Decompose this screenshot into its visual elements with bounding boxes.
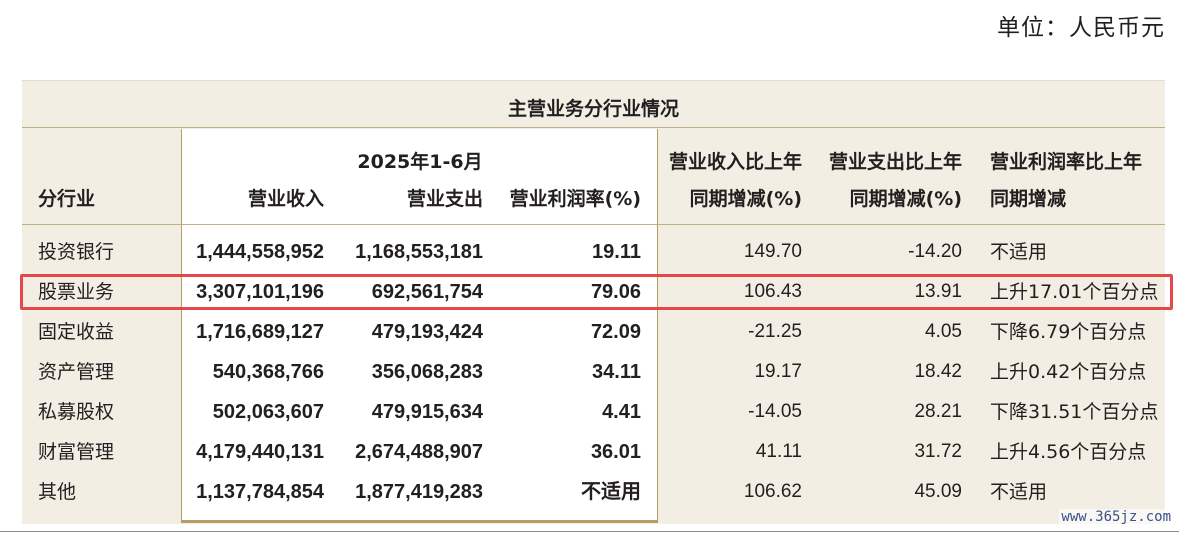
margin-change-cell: 不适用 bbox=[990, 241, 1048, 263]
segment-cell: 股票业务 bbox=[38, 281, 115, 303]
revenue-cell: 3,307,101,196 bbox=[196, 281, 324, 303]
margin-change-cell: 不适用 bbox=[990, 481, 1048, 503]
table-row: 资产管理 540,368,766 356,068,283 34.11 19.17… bbox=[22, 352, 1165, 392]
revenue-change-cell: -14.05 bbox=[748, 401, 802, 422]
margin-change-cell: 上升4.56个百分点 bbox=[990, 441, 1147, 463]
expense-cell: 2,674,488,907 bbox=[355, 441, 483, 463]
header-margin-change-line2: 同期增减 bbox=[990, 188, 1067, 210]
revenue-change-cell: 41.11 bbox=[755, 441, 802, 462]
period-block-left-border bbox=[181, 129, 182, 521]
header-revenue: 营业收入 bbox=[247, 188, 324, 210]
expense-change-cell: 28.21 bbox=[914, 401, 962, 422]
header-margin-change-line1: 营业利润率比上年 bbox=[990, 151, 1143, 173]
revenue-cell: 502,063,607 bbox=[212, 401, 324, 423]
period-header: 2025年1-6月 bbox=[357, 151, 483, 173]
revenue-change-cell: 106.62 bbox=[743, 481, 802, 502]
expense-cell: 1,877,419,283 bbox=[355, 481, 483, 503]
margin-cell: 19.11 bbox=[592, 241, 641, 263]
header-segment: 分行业 bbox=[38, 188, 96, 210]
revenue-cell: 540,368,766 bbox=[212, 361, 324, 383]
table-row: 固定收益 1,716,689,127 479,193,424 72.09 -21… bbox=[22, 312, 1165, 352]
margin-change-cell: 上升17.01个百分点 bbox=[990, 281, 1159, 303]
watermark: www.365jz.com bbox=[1059, 509, 1173, 525]
revenue-cell: 1,716,689,127 bbox=[196, 321, 324, 343]
revenue-change-cell: -21.25 bbox=[748, 321, 802, 342]
header-expense: 营业支出 bbox=[406, 188, 483, 210]
table-row: 财富管理 4,179,440,131 2,674,488,907 36.01 4… bbox=[22, 432, 1165, 472]
margin-cell: 34.11 bbox=[592, 361, 641, 383]
revenue-cell: 1,444,558,952 bbox=[196, 241, 324, 263]
header-rule bbox=[22, 224, 1165, 225]
margin-change-cell: 上升0.42个百分点 bbox=[990, 361, 1147, 383]
page-bottom-rule bbox=[0, 531, 1179, 532]
segment-table: 主营业务分行业情况 2025年1-6月 分行业 营业收入 营业支出 营业利润率(… bbox=[22, 80, 1165, 524]
expense-change-cell: 31.72 bbox=[914, 441, 962, 462]
expense-change-cell: 4.05 bbox=[925, 321, 962, 342]
expense-cell: 479,193,424 bbox=[371, 321, 483, 343]
expense-change-cell: -14.20 bbox=[908, 241, 962, 262]
header-revenue-change-line1: 营业收入比上年 bbox=[668, 151, 802, 173]
segment-cell: 资产管理 bbox=[38, 361, 115, 383]
margin-cell: 不适用 bbox=[581, 481, 641, 503]
margin-cell: 36.01 bbox=[590, 441, 641, 463]
revenue-cell: 4,179,440,131 bbox=[196, 441, 324, 463]
revenue-change-cell: 106.43 bbox=[743, 281, 802, 302]
margin-cell: 79.06 bbox=[590, 281, 641, 303]
current-period-block bbox=[182, 129, 658, 521]
segment-cell: 固定收益 bbox=[38, 321, 115, 343]
segment-cell: 财富管理 bbox=[38, 441, 115, 463]
segment-cell: 私募股权 bbox=[38, 401, 115, 423]
margin-change-cell: 下降6.79个百分点 bbox=[990, 321, 1147, 343]
revenue-cell: 1,137,784,854 bbox=[196, 481, 324, 503]
margin-cell: 4.41 bbox=[602, 401, 641, 423]
header-revenue-change-line2: 同期增减(%) bbox=[689, 188, 802, 210]
expense-cell: 356,068,283 bbox=[371, 361, 483, 383]
margin-cell: 72.09 bbox=[590, 321, 641, 343]
table-row: 私募股权 502,063,607 479,915,634 4.41 -14.05… bbox=[22, 392, 1165, 432]
table-row: 其他 1,137,784,854 1,877,419,283 不适用 106.6… bbox=[22, 472, 1165, 512]
expense-change-cell: 45.09 bbox=[914, 481, 962, 502]
row-highlight-box bbox=[20, 274, 1173, 310]
expense-change-cell: 18.42 bbox=[914, 361, 962, 382]
header-margin: 营业利润率(%) bbox=[509, 188, 641, 210]
table-row: 股票业务 3,307,101,196 692,561,754 79.06 106… bbox=[22, 272, 1165, 312]
revenue-change-cell: 19.17 bbox=[754, 361, 802, 382]
expense-cell: 479,915,634 bbox=[371, 401, 483, 423]
period-block-right-border bbox=[657, 129, 658, 521]
table-row: 投资银行 1,444,558,952 1,168,553,181 19.11 1… bbox=[22, 232, 1165, 272]
unit-label: 单位：人民币元 bbox=[997, 15, 1165, 41]
expense-cell: 1,168,553,181 bbox=[355, 241, 483, 263]
margin-change-cell: 下降31.51个百分点 bbox=[990, 401, 1159, 423]
header-expense-change-line2: 同期增减(%) bbox=[849, 188, 962, 210]
expense-change-cell: 13.91 bbox=[914, 281, 962, 302]
table-title: 主营业务分行业情况 bbox=[507, 98, 679, 120]
revenue-change-cell: 149.70 bbox=[743, 241, 802, 262]
title-rule bbox=[22, 127, 1165, 128]
expense-cell: 692,561,754 bbox=[371, 281, 483, 303]
segment-cell: 投资银行 bbox=[38, 241, 115, 263]
segment-cell: 其他 bbox=[38, 481, 77, 503]
header-expense-change-line1: 营业支出比上年 bbox=[828, 151, 962, 173]
period-block-bottom-border bbox=[181, 520, 658, 523]
